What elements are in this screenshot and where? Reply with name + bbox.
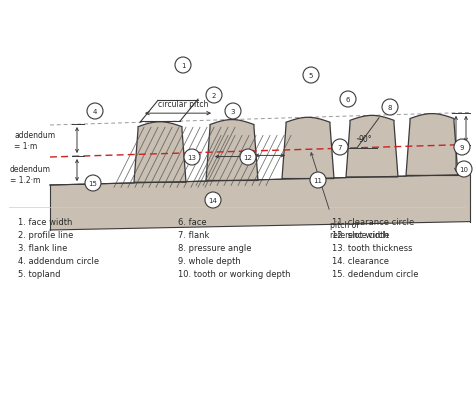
Text: 9: 9 bbox=[460, 145, 464, 151]
Text: 9. whole depth: 9. whole depth bbox=[178, 256, 241, 265]
Text: 4: 4 bbox=[93, 109, 97, 115]
Text: 8: 8 bbox=[388, 105, 392, 111]
Text: 5: 5 bbox=[309, 73, 313, 79]
Circle shape bbox=[456, 162, 472, 177]
Circle shape bbox=[85, 175, 101, 192]
Text: 12: 12 bbox=[244, 155, 253, 161]
Circle shape bbox=[184, 149, 200, 166]
Circle shape bbox=[454, 140, 470, 156]
Text: 11: 11 bbox=[313, 177, 322, 183]
Circle shape bbox=[340, 92, 356, 108]
Circle shape bbox=[206, 88, 222, 104]
Text: 90°: 90° bbox=[359, 134, 373, 143]
Circle shape bbox=[225, 104, 241, 120]
Text: 5. topland: 5. topland bbox=[18, 269, 61, 278]
Circle shape bbox=[382, 100, 398, 116]
Text: 10. tooth or working depth: 10. tooth or working depth bbox=[178, 269, 291, 278]
Text: 12. slot width: 12. slot width bbox=[332, 230, 389, 239]
Circle shape bbox=[310, 173, 326, 189]
Text: 6. face: 6. face bbox=[178, 217, 207, 226]
Circle shape bbox=[332, 140, 348, 156]
Text: 11. clearance circle: 11. clearance circle bbox=[332, 217, 414, 226]
Polygon shape bbox=[346, 116, 398, 177]
Text: 7. flank: 7. flank bbox=[178, 230, 210, 239]
Polygon shape bbox=[406, 114, 458, 176]
Polygon shape bbox=[50, 175, 470, 230]
Text: 10: 10 bbox=[459, 166, 468, 173]
Text: 15. dedendum circle: 15. dedendum circle bbox=[332, 269, 419, 278]
Polygon shape bbox=[134, 122, 186, 183]
Text: 4. addendum circle: 4. addendum circle bbox=[18, 256, 99, 265]
Text: 15: 15 bbox=[89, 181, 98, 187]
Text: 6: 6 bbox=[346, 97, 350, 103]
Circle shape bbox=[175, 58, 191, 74]
Text: 13: 13 bbox=[188, 155, 197, 161]
Text: 2: 2 bbox=[212, 93, 216, 99]
Text: 7: 7 bbox=[338, 145, 342, 151]
Text: pitch or
reference circle: pitch or reference circle bbox=[330, 220, 389, 240]
Text: 14. clearance: 14. clearance bbox=[332, 256, 389, 265]
Polygon shape bbox=[206, 120, 258, 181]
Text: circular pitch: circular pitch bbox=[158, 100, 208, 109]
Text: addendum
= 1·m: addendum = 1·m bbox=[14, 131, 55, 150]
Text: 13. tooth thickness: 13. tooth thickness bbox=[332, 243, 412, 252]
Text: 3: 3 bbox=[231, 109, 235, 115]
Circle shape bbox=[240, 149, 256, 166]
Text: 3. flank line: 3. flank line bbox=[18, 243, 67, 252]
Text: 14: 14 bbox=[209, 198, 218, 203]
Circle shape bbox=[205, 192, 221, 209]
Polygon shape bbox=[282, 118, 334, 179]
Text: 1: 1 bbox=[181, 63, 185, 69]
Text: 2. profile line: 2. profile line bbox=[18, 230, 73, 239]
Text: dedendum
= 1.2·m: dedendum = 1.2·m bbox=[10, 165, 51, 184]
Text: 8. pressure angle: 8. pressure angle bbox=[178, 243, 252, 252]
Circle shape bbox=[87, 104, 103, 120]
Text: 1. face width: 1. face width bbox=[18, 217, 73, 226]
Circle shape bbox=[303, 68, 319, 84]
